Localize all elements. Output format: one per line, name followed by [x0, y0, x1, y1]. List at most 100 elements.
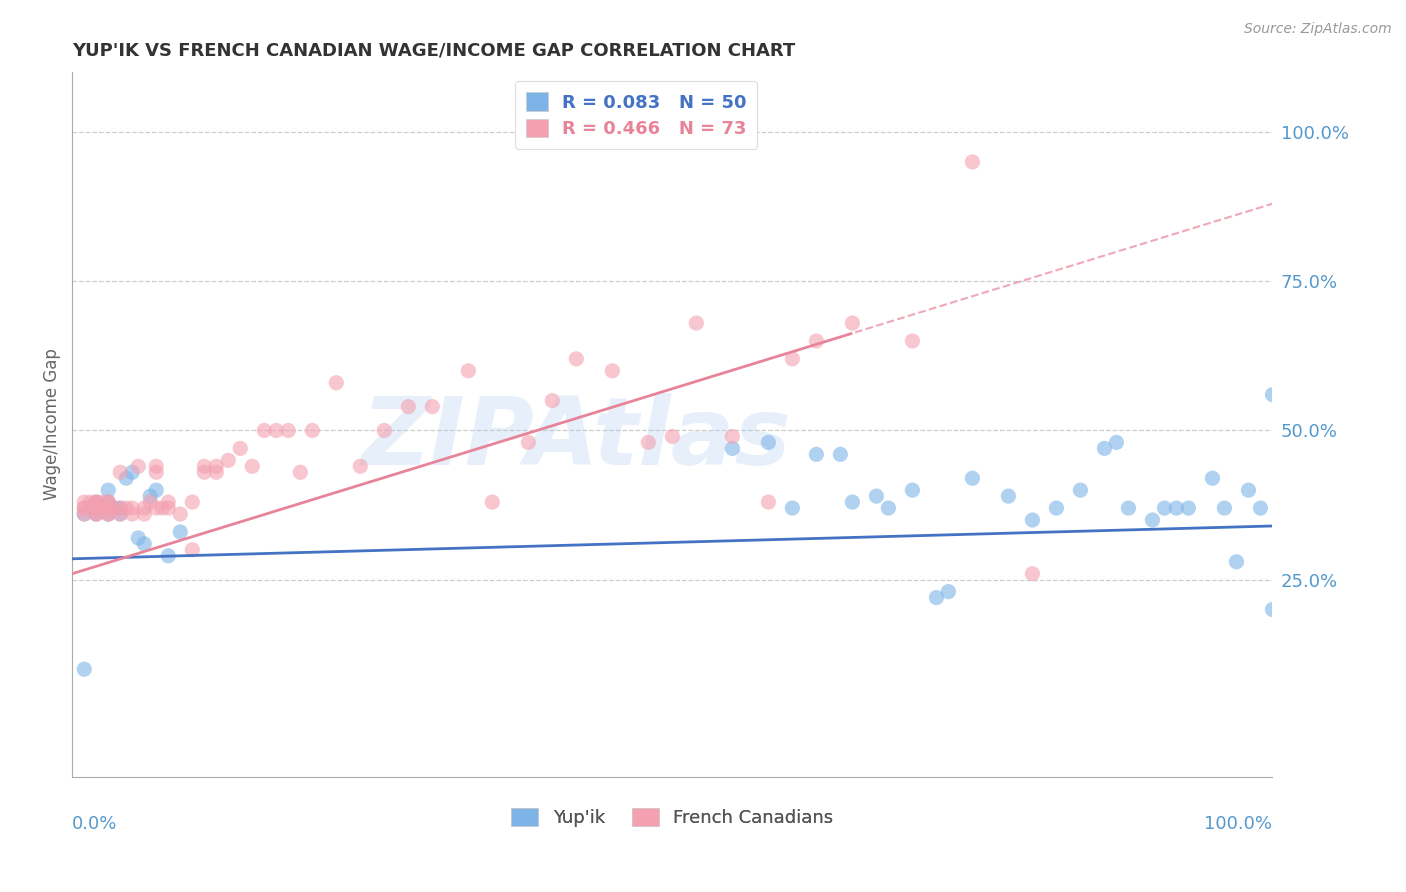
Point [84, 495, 107, 509]
Point [84, 495, 107, 509]
Point [91, 501, 114, 516]
Point [110, 507, 132, 521]
Point [962, 471, 984, 485]
Point [79, 495, 101, 509]
Point [97, 495, 120, 509]
Point [1021, 566, 1043, 581]
Point [1021, 513, 1043, 527]
Point [1153, 501, 1175, 516]
Point [145, 483, 167, 498]
Point [103, 501, 125, 516]
Point [806, 334, 828, 348]
Point [110, 501, 132, 516]
Point [84, 495, 107, 509]
Point [217, 453, 239, 467]
Point [457, 364, 479, 378]
Text: Source: ZipAtlas.com: Source: ZipAtlas.com [1244, 22, 1392, 37]
Point [240, 459, 263, 474]
Point [121, 507, 143, 521]
Point [97, 501, 120, 516]
Point [565, 351, 588, 366]
Point [73, 501, 96, 516]
Point [134, 501, 156, 516]
Point [782, 501, 804, 516]
Point [1094, 442, 1116, 456]
Text: ZIPAtlas: ZIPAtlas [361, 392, 792, 484]
Point [925, 591, 948, 605]
Point [150, 501, 173, 516]
Point [110, 465, 132, 479]
Point [169, 507, 191, 521]
Point [420, 400, 443, 414]
Point [1142, 513, 1164, 527]
Point [758, 435, 780, 450]
Point [1261, 387, 1284, 401]
Point [938, 584, 960, 599]
Point [253, 424, 276, 438]
Point [157, 495, 180, 509]
Point [97, 507, 120, 521]
Point [290, 465, 312, 479]
Point [97, 495, 120, 509]
Point [997, 489, 1019, 503]
Point [91, 495, 114, 509]
Point [901, 334, 924, 348]
Text: YUP'IK VS FRENCH CANADIAN WAGE/INCOME GAP CORRELATION CHART: YUP'IK VS FRENCH CANADIAN WAGE/INCOME GA… [72, 42, 796, 60]
Point [157, 549, 180, 563]
Point [661, 429, 683, 443]
Point [127, 531, 149, 545]
Point [1261, 602, 1284, 616]
Point [782, 351, 804, 366]
Point [517, 435, 540, 450]
Point [877, 501, 900, 516]
Point [84, 507, 107, 521]
Point [145, 501, 167, 516]
Point [301, 424, 323, 438]
Point [73, 501, 96, 516]
Point [127, 459, 149, 474]
Point [685, 316, 707, 330]
Point [139, 495, 162, 509]
Point [73, 507, 96, 521]
Text: 0.0%: 0.0% [72, 815, 118, 833]
Point [1213, 501, 1236, 516]
Point [541, 393, 564, 408]
Point [1237, 483, 1260, 498]
Point [73, 495, 96, 509]
Point [110, 507, 132, 521]
Point [758, 495, 780, 509]
Point [181, 542, 204, 557]
Point [145, 465, 167, 479]
Point [84, 501, 107, 516]
Point [121, 465, 143, 479]
Point [962, 155, 984, 169]
Point [84, 501, 107, 516]
Point [325, 376, 347, 390]
Point [721, 429, 744, 443]
Point [229, 442, 252, 456]
Point [1201, 471, 1223, 485]
Point [841, 316, 863, 330]
Point [349, 459, 371, 474]
Point [97, 483, 120, 498]
Point [865, 489, 887, 503]
Point [84, 501, 107, 516]
Point [97, 495, 120, 509]
Point [721, 442, 744, 456]
Point [145, 459, 167, 474]
Point [193, 459, 215, 474]
Point [157, 501, 180, 516]
Point [169, 524, 191, 539]
Point [277, 424, 299, 438]
Point [97, 507, 120, 521]
Point [1105, 435, 1128, 450]
Point [103, 501, 125, 516]
Point [1118, 501, 1140, 516]
Point [181, 495, 204, 509]
Point [97, 507, 120, 521]
Point [205, 459, 228, 474]
Point [1069, 483, 1091, 498]
Point [396, 400, 419, 414]
Point [1166, 501, 1188, 516]
Point [901, 483, 924, 498]
